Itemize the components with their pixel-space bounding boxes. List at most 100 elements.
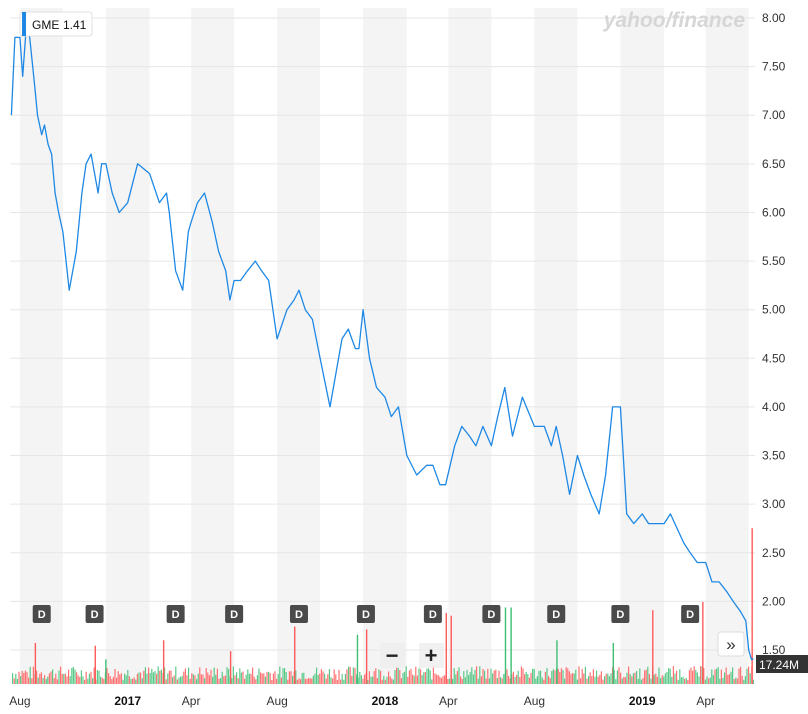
volume-bar (124, 673, 126, 684)
volume-bar (316, 667, 318, 684)
volume-bar (373, 671, 375, 684)
volume-spike (94, 645, 96, 684)
month-band (105, 8, 150, 684)
dividend-marker[interactable]: D (166, 605, 185, 623)
expand-control[interactable]: » (717, 631, 745, 657)
volume-bar (493, 670, 495, 684)
volume-bar (143, 670, 145, 684)
volume-bar (671, 676, 673, 684)
volume-bar (60, 666, 62, 684)
volume-bar (442, 676, 444, 684)
dividend-label: D (38, 609, 46, 621)
volume-bar (570, 673, 572, 684)
volume-bar (168, 670, 170, 684)
volume-bar (216, 668, 218, 684)
volume-spike (162, 640, 165, 684)
y-tick-label: 7.50 (762, 60, 786, 74)
volume-bar (661, 675, 663, 684)
volume-bar (184, 668, 186, 684)
volume-bar (263, 673, 265, 684)
volume-bar (636, 670, 638, 684)
dividend-marker[interactable]: D (356, 605, 375, 623)
volume-bar (688, 670, 690, 684)
volume-bar (237, 678, 239, 684)
dividend-badge (32, 605, 51, 623)
volume-bar (364, 674, 366, 684)
dividend-marker[interactable]: D (225, 605, 244, 623)
volume-bar (376, 678, 378, 684)
volume-bar (186, 675, 188, 684)
volume-bar (692, 670, 694, 684)
volume-bar (448, 678, 450, 684)
dividend-marker[interactable]: D (482, 605, 501, 623)
volume-bar (29, 666, 31, 684)
dividend-marker[interactable]: D (289, 605, 308, 623)
dividend-marker[interactable]: D (32, 605, 51, 623)
volume-bar (319, 673, 321, 684)
volume-bar (324, 673, 326, 684)
volume-bar (668, 668, 670, 684)
volume-bar (341, 673, 343, 684)
volume-bar (580, 678, 582, 684)
legend-chip[interactable]: GME 1.41 (19, 11, 93, 37)
x-tick-label: 2018 (372, 694, 399, 708)
volume-bar (165, 679, 167, 684)
volume-bar (616, 670, 618, 684)
volume-bar (360, 675, 362, 684)
volume-bar (136, 673, 138, 684)
volume-bar (248, 673, 250, 684)
volume-bar (349, 666, 351, 684)
volume-bar (682, 676, 684, 684)
volume-bar (532, 668, 534, 684)
volume-bar (612, 667, 614, 684)
volume-bar (335, 674, 337, 684)
x-tick-label: Aug (266, 694, 287, 708)
volume-spike (294, 626, 296, 684)
volume-bar (368, 671, 370, 684)
volume-bar (455, 674, 457, 684)
volume-bar (272, 673, 274, 684)
x-tick-label: Apr (182, 694, 201, 708)
dividend-marker[interactable]: D (681, 605, 700, 623)
dividend-marker[interactable]: D (611, 605, 630, 623)
volume-bar (352, 667, 354, 684)
volume-bar (298, 678, 300, 684)
volume-bar (202, 674, 204, 684)
volume-bar (309, 678, 311, 684)
dividend-label: D (616, 609, 624, 621)
volume-bar (232, 666, 234, 684)
volume-bar (320, 669, 322, 684)
dividend-marker[interactable]: D (423, 605, 442, 623)
volume-bar (98, 670, 100, 684)
volume-bar (212, 676, 214, 684)
volume-bar (525, 671, 527, 684)
dividend-marker[interactable]: D (547, 605, 566, 623)
volume-bar (20, 676, 22, 684)
dividend-marker[interactable]: D (85, 605, 104, 623)
volume-bar (588, 675, 590, 684)
volume-bar (277, 673, 279, 684)
volume-spike (229, 651, 232, 684)
volume-bar (245, 674, 247, 684)
volume-bar (516, 675, 518, 684)
volume-bar (618, 667, 620, 684)
dividend-badge (423, 605, 442, 623)
volume-bar (634, 672, 636, 684)
volume-bar (680, 677, 682, 684)
volume-bar (204, 678, 206, 684)
volume-bar (642, 678, 644, 684)
volume-bar (266, 672, 268, 684)
volume-bar (264, 676, 266, 684)
zoom-out-button[interactable]: − (386, 643, 399, 668)
volume-bar (181, 675, 183, 684)
zoom-in-button[interactable]: + (425, 643, 438, 668)
volume-bar (471, 667, 473, 684)
volume-bar (191, 673, 193, 684)
volume-bar (631, 676, 633, 684)
volume-bar (48, 673, 50, 684)
volume-bar (444, 675, 446, 684)
dividend-label: D (552, 609, 560, 621)
volume-spike (504, 607, 507, 684)
volume-bar (528, 677, 530, 684)
volume-bar (512, 671, 514, 684)
